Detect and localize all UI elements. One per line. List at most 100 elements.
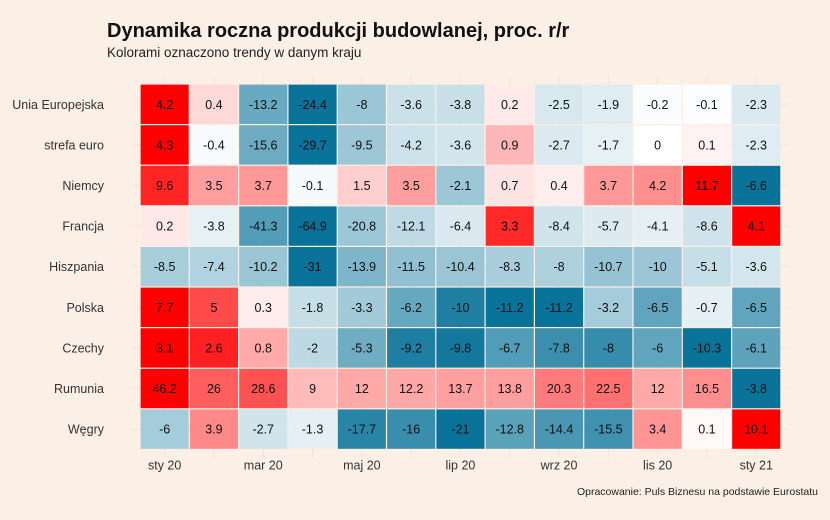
cell-value-label: 28.6 — [251, 382, 275, 396]
heatmap-cell — [535, 206, 584, 246]
heatmap-cell — [682, 125, 731, 165]
chart-title: Dynamika roczna produkcji budowlanej, pr… — [107, 20, 570, 42]
cell-value-label: 0.1 — [698, 138, 715, 152]
heatmap-cell — [485, 125, 534, 165]
cell-value-label: -64.9 — [298, 220, 327, 234]
row-label: Rumunia — [54, 382, 104, 396]
cell-value-label: -10.7 — [594, 260, 623, 274]
cell-value-label: 3.5 — [402, 179, 419, 193]
cell-value-label: -6.1 — [745, 341, 767, 355]
heatmap-cell — [485, 287, 534, 327]
cell-value-label: -9.8 — [450, 341, 472, 355]
heatmap-cell — [535, 125, 584, 165]
heatmap-cell — [288, 287, 337, 327]
heatmap-cell — [535, 409, 584, 449]
heatmap-cell — [140, 84, 189, 124]
heatmap-cell — [387, 206, 436, 246]
heatmap-cell — [239, 165, 288, 206]
heatmap-cell — [189, 165, 238, 206]
cell-value-label: -13.2 — [249, 98, 278, 112]
row-label: Polska — [66, 301, 104, 315]
cell-value-label: 13.8 — [498, 382, 522, 396]
heatmap-cell — [535, 287, 584, 327]
cell-value-label: 12 — [651, 382, 665, 396]
heatmap-cell — [140, 287, 189, 327]
cell-value-label: -10.2 — [249, 260, 278, 274]
cell-value-label: -8 — [603, 341, 614, 355]
heatmap-cell — [584, 125, 633, 165]
cell-value-label: 0.1 — [698, 423, 715, 437]
cell-value-label: -3.2 — [598, 301, 620, 315]
heatmap-cell — [436, 328, 485, 368]
cell-value-label: 5 — [210, 301, 217, 315]
heatmap-cell — [436, 206, 485, 246]
heatmap-cell — [732, 247, 781, 287]
cell-value-label: 0.4 — [550, 179, 567, 193]
heatmap-cell — [535, 165, 584, 206]
heatmap-cell — [189, 328, 238, 368]
heatmap-cell — [633, 409, 682, 449]
heatmap-cell — [337, 409, 386, 449]
heatmap-cell — [485, 328, 534, 368]
heatmap-cell — [633, 206, 682, 246]
cell-value-label: -3.8 — [450, 98, 472, 112]
cell-value-label: -2.7 — [252, 423, 274, 437]
heatmap-cell — [288, 165, 337, 206]
cell-value-label: 0.7 — [501, 179, 518, 193]
cell-value-label: -2.3 — [745, 138, 767, 152]
cell-value-label: -7.8 — [548, 341, 570, 355]
cell-value-label: -16 — [402, 423, 420, 437]
cell-value-label: -11.2 — [496, 301, 524, 315]
cell-value-label: -14.4 — [545, 423, 574, 437]
x-tick-label: mar 20 — [244, 458, 283, 472]
cell-value-label: -17.7 — [348, 423, 377, 437]
heatmap-cell — [337, 84, 386, 124]
heatmap-cell — [682, 409, 731, 449]
cell-value-label: -6.5 — [647, 301, 669, 315]
heatmap-cell — [436, 287, 485, 327]
heatmap-cell — [535, 247, 584, 287]
heatmap-cell — [535, 368, 584, 409]
cell-value-label: -24.4 — [298, 98, 327, 112]
heatmap-cell — [633, 247, 682, 287]
cell-value-label: 20.3 — [547, 382, 571, 396]
heatmap-cell — [682, 84, 731, 124]
heatmap-cell — [584, 409, 633, 449]
heatmap-cell — [436, 368, 485, 409]
heatmap-cell — [337, 206, 386, 246]
heatmap-cell — [189, 206, 238, 246]
heatmap-cell — [140, 368, 189, 409]
cell-value-label: -6 — [159, 423, 170, 437]
cell-value-label: 3.5 — [205, 179, 222, 193]
heatmap-cell — [584, 247, 633, 287]
cell-value-label: -0.4 — [203, 138, 225, 152]
cell-value-label: -8.3 — [499, 260, 521, 274]
cell-value-label: -41.3 — [249, 220, 278, 234]
cell-value-label: -3.6 — [400, 98, 422, 112]
cell-value-label: -1.3 — [302, 423, 324, 437]
heatmap-cell — [485, 84, 534, 124]
cell-value-label: -15.6 — [249, 138, 278, 152]
heatmap-cell — [288, 409, 337, 449]
cell-value-label: -6.5 — [745, 301, 767, 315]
heatmap-cell — [682, 328, 731, 368]
heatmap-cell — [732, 84, 781, 124]
heatmap-cell — [682, 165, 731, 206]
cell-value-label: -6 — [652, 341, 663, 355]
cell-value-label: -6.7 — [499, 341, 521, 355]
cell-value-label: 4.2 — [649, 179, 666, 193]
heatmap-cell — [485, 409, 534, 449]
cell-value-label: 3.7 — [255, 179, 272, 193]
heatmap-cell — [682, 287, 731, 327]
cell-value-label: -8.5 — [154, 260, 176, 274]
row-label: Hiszpania — [49, 260, 104, 274]
cell-value-label: -6.6 — [745, 179, 767, 193]
cell-value-label: 9.6 — [156, 179, 173, 193]
cell-value-label: -9.5 — [351, 138, 373, 152]
heatmap-cell — [337, 368, 386, 409]
cell-value-label: -5.7 — [598, 220, 620, 234]
cell-value-label: -8 — [356, 98, 367, 112]
heatmap-cell — [633, 287, 682, 327]
heatmap-cell — [387, 84, 436, 124]
